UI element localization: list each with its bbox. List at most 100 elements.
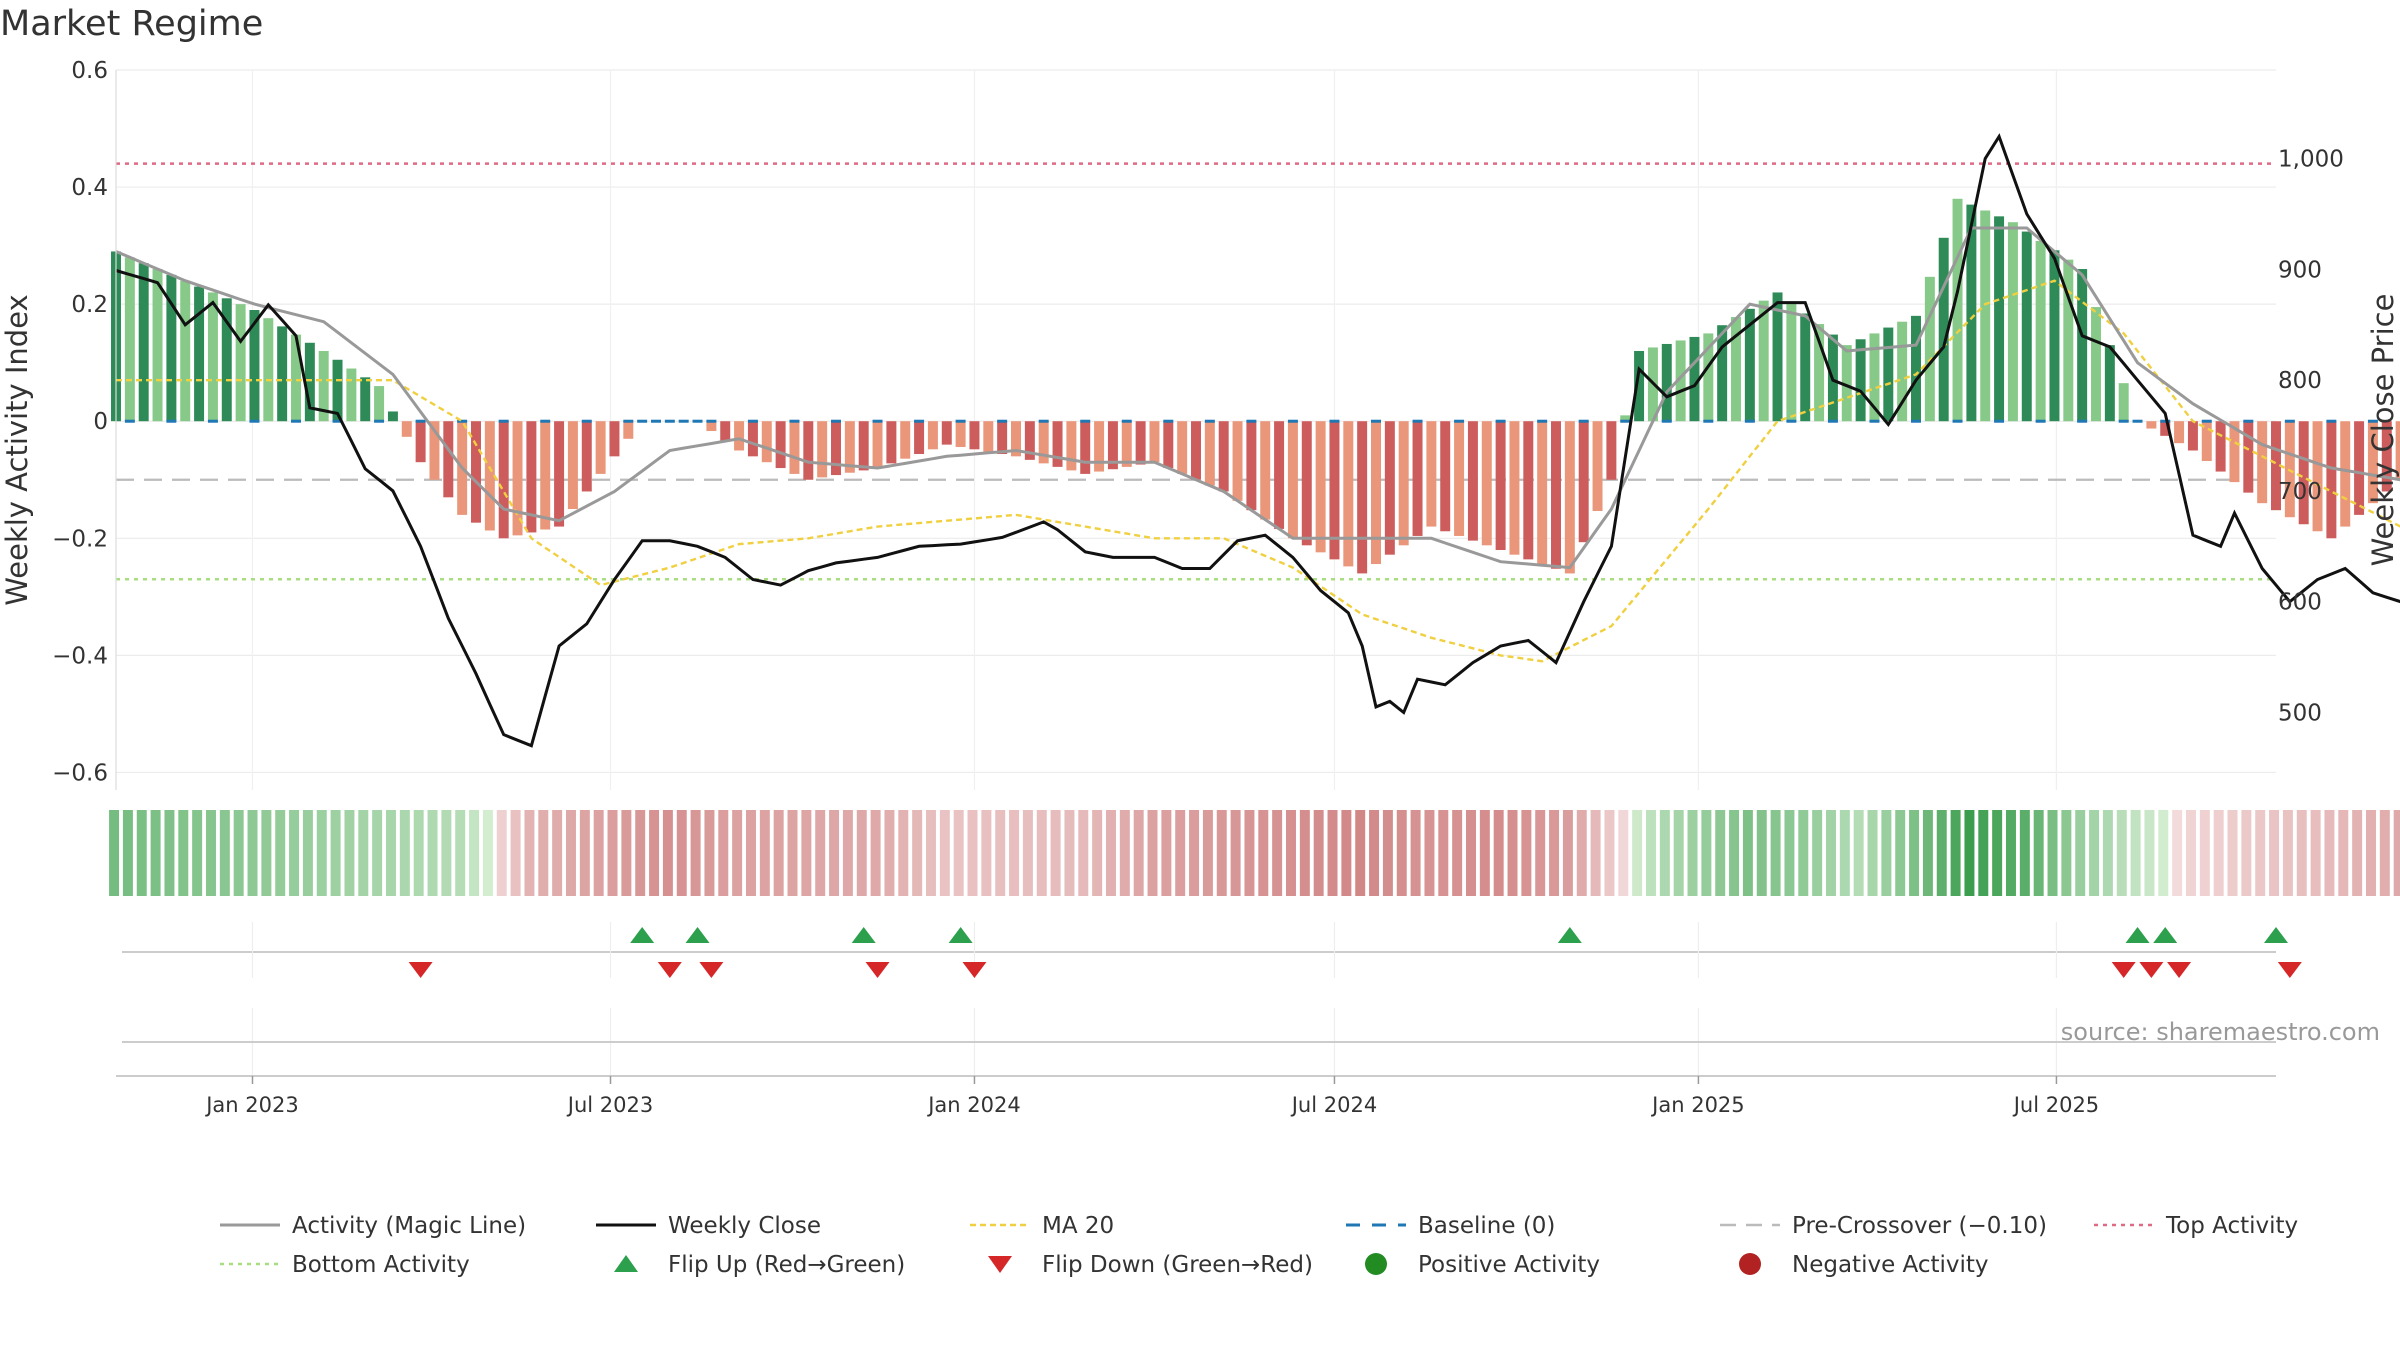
- activity-bar: [1966, 204, 1977, 422]
- activity-bar: [1911, 315, 1921, 422]
- activity-bar: [567, 421, 578, 510]
- activity-bar: [1343, 421, 1354, 567]
- regime-cell: [1950, 810, 1961, 896]
- activity-bar: [1869, 333, 1880, 422]
- activity-bar: [2035, 240, 2046, 422]
- activity-bar: [1204, 421, 1215, 486]
- baseline-mark: [1786, 419, 1797, 423]
- regime-cell: [1701, 810, 1712, 896]
- activity-bar: [277, 326, 288, 422]
- regime-cell: [842, 810, 853, 896]
- activity-bar: [2049, 250, 2060, 422]
- x-axis: Jan 2023 Jul 2023 Jan 2024 Jul 2024 Jan 2025…: [116, 1075, 2276, 1117]
- activity-bar: [194, 286, 205, 422]
- activity-bar: [415, 421, 426, 463]
- regime-cell: [302, 810, 313, 896]
- activity-bar: [540, 421, 551, 530]
- activity-bar: [1481, 421, 1492, 546]
- regime-cell: [1244, 810, 1255, 896]
- activity-bar: [2312, 421, 2323, 532]
- activity-magic-line: [115, 226, 2400, 570]
- regime-cell: [136, 810, 147, 896]
- legend-swatch: [1739, 1253, 1761, 1275]
- regime-cell: [649, 810, 660, 896]
- activity-bar: [886, 421, 897, 464]
- baseline-mark: [2367, 419, 2378, 423]
- regime-cell: [2296, 810, 2307, 896]
- regime-cell: [1189, 810, 1200, 896]
- activity-bar: [2271, 421, 2281, 511]
- activity-bar: [332, 359, 343, 422]
- activity-bar: [2063, 259, 2074, 422]
- activity-bar: [914, 421, 925, 454]
- legend-item-baseline: Baseline (0): [1346, 1213, 1555, 1239]
- baseline-mark: [747, 419, 758, 423]
- baseline-mark: [2132, 419, 2143, 423]
- regime-cell: [289, 810, 300, 896]
- regime-cell: [150, 810, 161, 896]
- regime-cell: [718, 810, 729, 896]
- activity-bar: [955, 421, 966, 447]
- regime-cell: [275, 810, 286, 896]
- regime-cell: [1922, 810, 1933, 896]
- activity-bar: [484, 421, 495, 531]
- regime-cell: [635, 810, 646, 896]
- regime-cell: [219, 810, 230, 896]
- regime-cell: [1715, 810, 1726, 896]
- legend-label: Baseline (0): [1418, 1213, 1555, 1239]
- regime-cell: [413, 810, 424, 896]
- x-tick-label: Jul 2023: [566, 1093, 653, 1117]
- regime-cell: [1590, 810, 1601, 896]
- activity-bar: [2354, 421, 2365, 515]
- activity-bar: [983, 421, 994, 452]
- activity-bar: [1287, 421, 1298, 539]
- activity-bar: [1744, 308, 1755, 422]
- regime-cell: [1355, 810, 1366, 896]
- source-credit: source: sharemaestro.com: [2061, 1018, 2380, 1046]
- regime-cell: [2130, 810, 2141, 896]
- baseline-mark: [1080, 419, 1091, 423]
- regime-cell: [2019, 810, 2030, 896]
- regime-cell: [898, 810, 909, 896]
- series-lines: [115, 133, 2400, 748]
- activity-bar: [1467, 421, 1478, 541]
- baseline-mark: [2326, 419, 2337, 423]
- activity-bar: [1329, 421, 1340, 560]
- x-tick-label: Jan 2023: [204, 1093, 299, 1117]
- flip-down-marker: [657, 962, 682, 978]
- baseline-mark: [2160, 419, 2171, 423]
- ma20-line: [116, 279, 2400, 663]
- activity-bar: [761, 421, 772, 463]
- activity-bar: [1758, 300, 1769, 422]
- legend-label: Pre-Crossover (−0.10): [1792, 1213, 2047, 1239]
- y-tick-label-left: 0.4: [71, 175, 108, 201]
- y-tick-label-left: 0: [93, 409, 108, 435]
- regime-cell: [2116, 810, 2127, 896]
- regime-cell: [2199, 810, 2210, 896]
- baseline-mark: [291, 419, 301, 423]
- activity-bar: [374, 386, 385, 422]
- regime-cell: [1562, 810, 1573, 896]
- regime-cell: [2393, 810, 2400, 896]
- regime-cell: [2172, 810, 2183, 896]
- legend-item-top: Top Activity: [2094, 1213, 2298, 1239]
- regime-cell: [1646, 810, 1656, 896]
- activity-bar: [2201, 421, 2212, 462]
- activity-bar: [2007, 222, 2018, 422]
- activity-bar: [554, 421, 565, 527]
- baseline-mark: [789, 419, 800, 423]
- y-tick-label-right: 700: [2278, 479, 2322, 505]
- flip-down-marker: [962, 962, 987, 978]
- regime-cell: [316, 810, 327, 896]
- activity-bar: [969, 421, 980, 450]
- flip-down-marker: [865, 962, 890, 978]
- activity-bar: [1841, 345, 1852, 422]
- activity-bar: [1080, 421, 1091, 474]
- regime-cell: [1410, 810, 1421, 896]
- baseline-mark: [1121, 419, 1132, 423]
- activity-bar: [2160, 421, 2171, 436]
- regime-cell: [1258, 810, 1269, 896]
- regime-cell: [912, 810, 923, 896]
- legend-label: Flip Down (Green→Red): [1042, 1252, 1313, 1278]
- regime-cell: [773, 810, 784, 896]
